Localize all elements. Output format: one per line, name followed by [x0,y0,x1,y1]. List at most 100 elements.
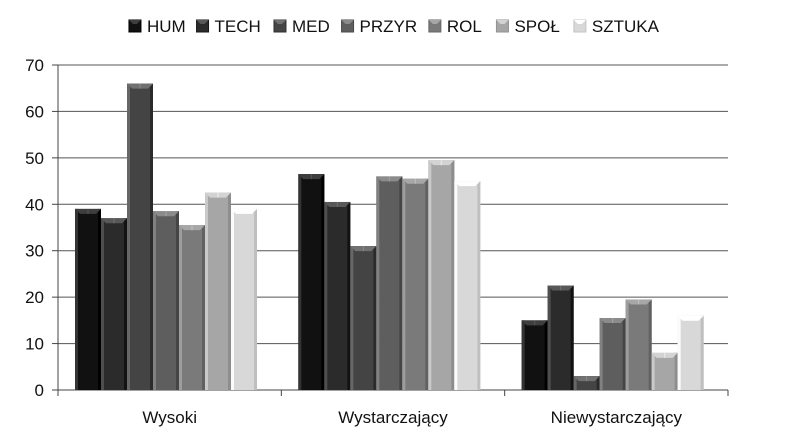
bar-społ-2 [651,352,678,390]
bar-face [231,208,257,390]
legend-label: TECH [215,17,261,36]
bar-shadow [700,315,704,390]
legend-item-społ[interactable]: SPOŁ [495,17,560,36]
bar-shadow [228,192,231,390]
bar-face [677,315,704,390]
bar-highlight [573,376,577,390]
bar-highlight [376,176,380,390]
y-tick-label: 30 [25,242,44,261]
bar-highlight [153,211,156,390]
bar-face [428,160,455,390]
bar-shadow [622,318,626,390]
bar-sztuka-0 [231,208,257,390]
category-label: Wysoki [142,408,197,427]
legend-item-sztuka[interactable]: SZTUKA [573,17,660,36]
bar-highlight [350,246,354,390]
bar-face [205,192,231,390]
bar-przyr-0 [153,211,179,390]
bar-face [127,83,153,391]
bar-face [625,299,652,390]
bar-shadow [596,376,600,390]
legend-label: SZTUKA [592,17,660,36]
legend-label: ROL [447,17,482,36]
y-tick-label: 20 [25,288,44,307]
bar-highlight [205,192,208,390]
bar-tech-2 [547,285,574,390]
legend-item-med[interactable]: MED [273,17,330,36]
bar-shadow [150,83,153,391]
bar-highlight [298,174,302,390]
bar-shadow [477,181,481,390]
legend[interactable]: HUM TECH MED PRZYR ROL SPOŁ SZTUKA [128,17,660,36]
bar-highlight [324,201,328,390]
bar-highlight [547,285,551,390]
bar-highlight [179,225,182,390]
bar-przyr-2 [599,318,626,390]
bar-highlight [231,208,234,390]
bar-face [298,174,325,390]
bar-rol-1 [402,178,429,390]
bar-face [324,201,351,390]
bar-hum-0 [75,208,101,390]
bar-shadow [570,285,574,390]
bar-tech-0 [101,218,127,390]
bar-med-1 [350,246,377,390]
bar-highlight [101,218,104,390]
bar-hum-1 [298,174,325,390]
legend-swatch-top [428,20,441,24]
bar-shadow [254,208,257,390]
y-tick-label: 70 [25,56,44,75]
bar-shadow [202,225,205,390]
bar-highlight [599,318,603,390]
category-labels: Wysoki Wystarczający Niewystarczający [142,408,682,427]
bar-highlight [75,208,78,390]
bar-face [454,181,481,390]
legend-swatch-top [496,20,509,24]
bar-rol-2 [625,299,652,390]
category-label: Niewystarczający [551,408,683,427]
bar-highlight [454,181,458,390]
bar-highlight [402,178,406,390]
bar-highlight [677,315,681,390]
bar-przyr-1 [376,176,403,390]
bar-shadow [124,218,127,390]
legend-swatch-top [273,20,286,24]
bar-highlight [127,83,130,391]
bar-face [153,211,179,390]
bar-highlight [428,160,432,390]
bar-shadow [425,178,429,390]
legend-item-hum[interactable]: HUM [128,17,186,36]
bar-face [75,208,101,390]
bar-sztuka-1 [454,181,481,390]
bar-shadow [373,246,377,390]
legend-label: SPOŁ [514,17,559,36]
bars [75,83,704,391]
bar-face [376,176,403,390]
bar-face [179,225,205,390]
bar-shadow [347,201,351,390]
y-tick-label: 40 [25,195,44,214]
bar-shadow [98,208,101,390]
legend-item-tech[interactable]: TECH [196,17,261,36]
bar-face [547,285,574,390]
bar-highlight [521,320,525,390]
bar-face [350,246,377,390]
legend-item-rol[interactable]: ROL [428,17,482,36]
legend-swatch-top [341,20,354,24]
legend-label: MED [292,17,330,36]
legend-swatch-top [196,20,209,24]
bar-shadow [544,320,548,390]
legend-item-przyr[interactable]: PRZYR [341,17,418,36]
bar-med-2 [573,376,600,390]
bar-shadow [399,176,403,390]
bar-shadow [648,299,652,390]
bar-highlight [625,299,629,390]
legend-label: HUM [147,17,186,36]
y-tick-label: 10 [25,335,44,354]
bar-shadow [451,160,455,390]
bar-shadow [176,211,179,390]
bar-face [651,352,678,390]
bar-sztuka-2 [677,315,704,390]
